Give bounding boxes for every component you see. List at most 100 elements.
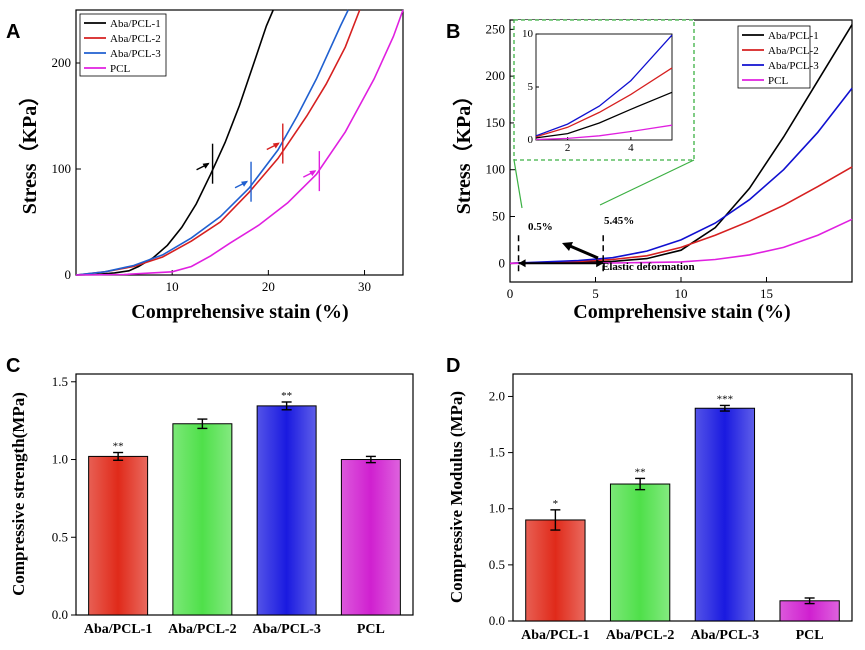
panel-a-legend: Aba/PCL-1 Aba/PCL-2 Aba/PCL-3 PCL [79, 13, 167, 77]
panel-c-y-axis-title: Compressive strength(MPa) [9, 392, 28, 596]
panel-letter-b: B [446, 21, 460, 43]
bar-aba-pcl-2 [172, 423, 233, 616]
panel-b-x-axis-title: Comprehensive stain (%) [573, 301, 790, 323]
y-tick-label: 0.5 [489, 557, 505, 572]
inset-y-tick-label: 0 [528, 134, 534, 146]
bar-aba-pcl-3 [256, 405, 317, 616]
panel-a-ticks: 10 20 30 0 100 200 [52, 55, 372, 294]
panel-b-annotations: 0.5% 5.45% Elastic deformation [517, 215, 695, 273]
panel-c-chart: 0.0 0.5 1.0 1.5 ** Aba/PCL-1 Aba/PCL-2 ** Aba/P… [9, 373, 414, 637]
panel-b-y-axis-title: Stress（KPa） [452, 86, 475, 215]
yield-arrow-head [309, 170, 317, 177]
x-tick-label: 0 [507, 286, 514, 301]
x-tick-label: 10 [675, 286, 688, 301]
inset-frame [535, 33, 673, 141]
category-label: Aba/PCL-2 [606, 628, 674, 643]
y-tick-label: 0.5 [52, 529, 68, 544]
panel-d-frame [512, 373, 853, 622]
panel-b-lines [509, 24, 853, 265]
panel-d-chart: 0.0 0.5 1.0 1.5 2.0 * Aba/PCL-1 ** Aba/PCL-2 ***… [447, 373, 853, 643]
yield-arrow-head [202, 162, 210, 169]
y-tick-label: 200 [52, 55, 72, 70]
panel-a-lines [75, 9, 404, 276]
inset-x-tick-label: 2 [565, 142, 571, 154]
inset-series-line-aba-pcl-3 [535, 34, 673, 137]
inset-series-line-aba-pcl-1 [535, 91, 673, 139]
bar-aba-pcl-1 [88, 455, 149, 616]
legend-label: Aba/PCL-1 [110, 18, 161, 30]
series-line-aba-pcl-3 [509, 87, 853, 265]
x-tick-label: 5 [592, 286, 599, 301]
yield-arrow-head [241, 180, 249, 187]
y-tick-label: 1.0 [52, 452, 68, 467]
panel-c-ticks: 0.0 0.5 1.0 1.5 [52, 374, 76, 622]
y-tick-label: 1.0 [489, 501, 505, 516]
category-label: Aba/PCL-3 [252, 622, 320, 637]
annotation-0-5-percent: 0.5% [528, 221, 553, 233]
significance-label: ** [113, 441, 124, 453]
y-tick-label: 250 [486, 21, 506, 36]
inset-connector-left [513, 159, 523, 209]
series-line-pcl [509, 218, 853, 265]
series-line-pcl [75, 9, 404, 276]
legend-label: Aba/PCL-1 [768, 30, 819, 42]
y-tick-label: 50 [492, 209, 505, 224]
inset-y-tick-label: 5 [528, 81, 534, 93]
legend-label: Aba/PCL-3 [768, 60, 819, 72]
category-label: Aba/PCL-3 [691, 628, 759, 643]
category-label: Aba/PCL-1 [84, 622, 152, 637]
panel-b-legend: Aba/PCL-1 Aba/PCL-2 Aba/PCL-3 PCL [737, 25, 819, 89]
elastic-pointer-arrow [569, 244, 599, 260]
legend-frame [79, 13, 167, 77]
category-label: PCL [796, 628, 824, 643]
x-tick-label: 20 [262, 279, 275, 294]
y-tick-label: 200 [486, 68, 506, 83]
bar-aba-pcl-3 [694, 407, 756, 622]
panel-b-inset: 2 4 0 5 10 [513, 19, 695, 209]
y-tick-label: 0 [65, 267, 72, 282]
significance-label: *** [717, 393, 734, 405]
series-line-aba-pcl-1 [509, 24, 853, 265]
panel-c-frame [75, 373, 414, 616]
series-line-aba-pcl-1 [75, 9, 274, 276]
legend-label: PCL [110, 63, 130, 75]
y-tick-label: 150 [486, 115, 506, 130]
yield-arrow-head [272, 142, 280, 149]
inset-series-line-pcl [535, 124, 673, 141]
panel-a-y-axis-title: Stress（KPa） [18, 86, 41, 215]
inset-series-line-aba-pcl-2 [535, 67, 673, 138]
elastic-range-arrow-head-right [596, 259, 604, 268]
x-tick-label: 10 [166, 279, 179, 294]
legend-label: Aba/PCL-2 [110, 33, 161, 45]
series-line-aba-pcl-2 [509, 166, 853, 265]
inset-x-tick-label: 4 [628, 142, 634, 154]
significance-label: * [553, 498, 559, 510]
legend-frame [737, 25, 811, 89]
panel-letter-a: A [6, 21, 20, 43]
series-line-aba-pcl-3 [75, 9, 349, 276]
bar-aba-pcl-1 [525, 519, 586, 622]
elastic-pointer-arrow-head [562, 242, 573, 251]
category-label: Aba/PCL-1 [521, 628, 589, 643]
panel-a-frame [75, 9, 404, 276]
legend-label: Aba/PCL-3 [110, 48, 161, 60]
significance-label: ** [281, 390, 292, 402]
panel-d-ticks: 0.0 0.5 1.0 1.5 2.0 [489, 388, 513, 628]
x-tick-label: 30 [358, 279, 371, 294]
inset-y-tick-label: 10 [522, 28, 534, 40]
y-tick-label: 0 [499, 255, 506, 270]
series-line-aba-pcl-2 [75, 9, 361, 276]
x-tick-label: 15 [760, 286, 773, 301]
annotation-elastic-deformation: Elastic deformation [602, 261, 695, 273]
y-tick-label: 0.0 [489, 613, 505, 628]
legend-label: Aba/PCL-2 [768, 45, 819, 57]
y-tick-label: 1.5 [52, 374, 68, 389]
elastic-range-arrow-head-left [518, 259, 526, 268]
y-tick-label: 0.0 [52, 607, 68, 622]
y-tick-label: 100 [486, 162, 506, 177]
panel-d-bars: * Aba/PCL-1 ** Aba/PCL-2 *** Aba/PCL-3 PCL [521, 393, 840, 643]
